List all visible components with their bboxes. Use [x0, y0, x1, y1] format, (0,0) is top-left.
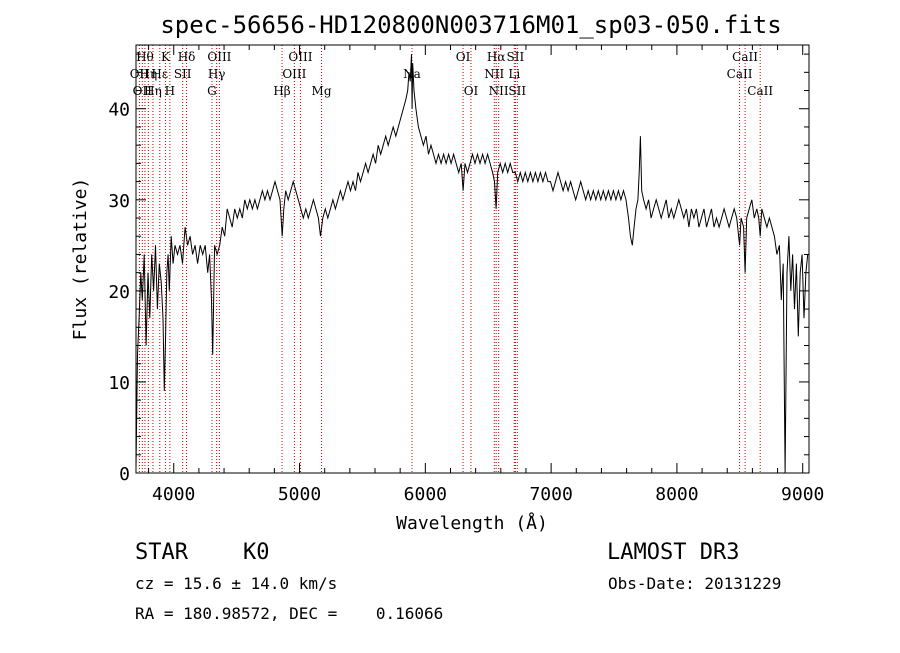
class-label: STAR	[135, 540, 188, 565]
x-tick-label: 5000	[278, 484, 321, 505]
x-tick-label: 6000	[404, 484, 447, 505]
line-marker-label: G	[207, 84, 217, 98]
plot-frame	[135, 44, 810, 474]
line-marker-label: Li	[508, 67, 520, 81]
line-marker-label: OII	[130, 67, 150, 81]
line-marker-label: Hθ	[136, 50, 154, 64]
line-marker-label: Mg	[312, 84, 332, 98]
line-marker-labels: OIIOIIHθHηHηHεKHSIIHδGHγOIIIHβOIIIOIIIMg…	[130, 50, 774, 98]
line-marker-label: SII	[507, 50, 525, 64]
coords-text: RA = 180.98572, DEC = 0.16066	[135, 604, 444, 623]
spectrum-series	[135, 54, 809, 474]
line-marker-label: NII	[489, 84, 509, 98]
y-axis-ticks: 0 10 20 30 40	[108, 53, 809, 485]
line-marker-label: OIII	[288, 50, 312, 64]
line-marker-label: OII	[133, 84, 153, 98]
line-marker-label: Hη	[139, 67, 157, 81]
line-marker-label: Hγ	[208, 67, 226, 81]
line-marker-label: Hα	[487, 50, 506, 64]
line-marker-label: Hη	[144, 84, 162, 98]
line-marker-label: CaII	[727, 67, 753, 81]
x-tick-label: 8000	[655, 484, 698, 505]
x-tick-label: 7000	[529, 484, 572, 505]
x-tick-label: 9000	[781, 484, 824, 505]
spectrum-line	[135, 54, 809, 474]
line-marker-label: CaII	[747, 84, 773, 98]
line-marker-label: NII	[484, 67, 504, 81]
obs-date-text: Obs-Date: 20131229	[608, 574, 782, 593]
line-marker-label: SII	[508, 84, 526, 98]
line-marker-label: H	[165, 84, 175, 98]
line-marker-label: K	[161, 50, 171, 64]
y-tick-label: 40	[108, 100, 130, 121]
line-marker-label: Hε	[151, 67, 168, 81]
line-marker-label: SII	[174, 67, 192, 81]
line-marker-label: OI	[456, 50, 471, 64]
y-axis-label: Flux (relative)	[70, 178, 91, 341]
line-marker-label: Hβ	[273, 84, 290, 98]
y-tick-label: 30	[108, 191, 130, 212]
line-markers	[138, 45, 761, 473]
x-tick-label: 4000	[152, 484, 195, 505]
y-tick-label: 0	[119, 464, 130, 485]
x-axis-ticks: 4000 5000 6000 7000 8000 9000	[148, 45, 824, 505]
line-marker-label: CaII	[732, 50, 758, 64]
redshift-text: cz = 15.6 ± 14.0 km/s	[135, 574, 338, 593]
subclass-label: K0	[243, 540, 270, 565]
survey-label: LAMOST DR3	[607, 540, 740, 565]
line-marker-label: OI	[464, 84, 479, 98]
line-marker-label: OIII	[207, 50, 231, 64]
line-marker-label: Hδ	[178, 50, 196, 64]
chart-title: spec-56656-HD120800N003716M01_sp03-050.f…	[160, 11, 781, 39]
y-tick-label: 20	[108, 282, 130, 303]
x-axis-label: Wavelength (Å)	[396, 512, 548, 534]
y-tick-label: 10	[108, 373, 130, 394]
line-marker-label: OIII	[282, 67, 306, 81]
